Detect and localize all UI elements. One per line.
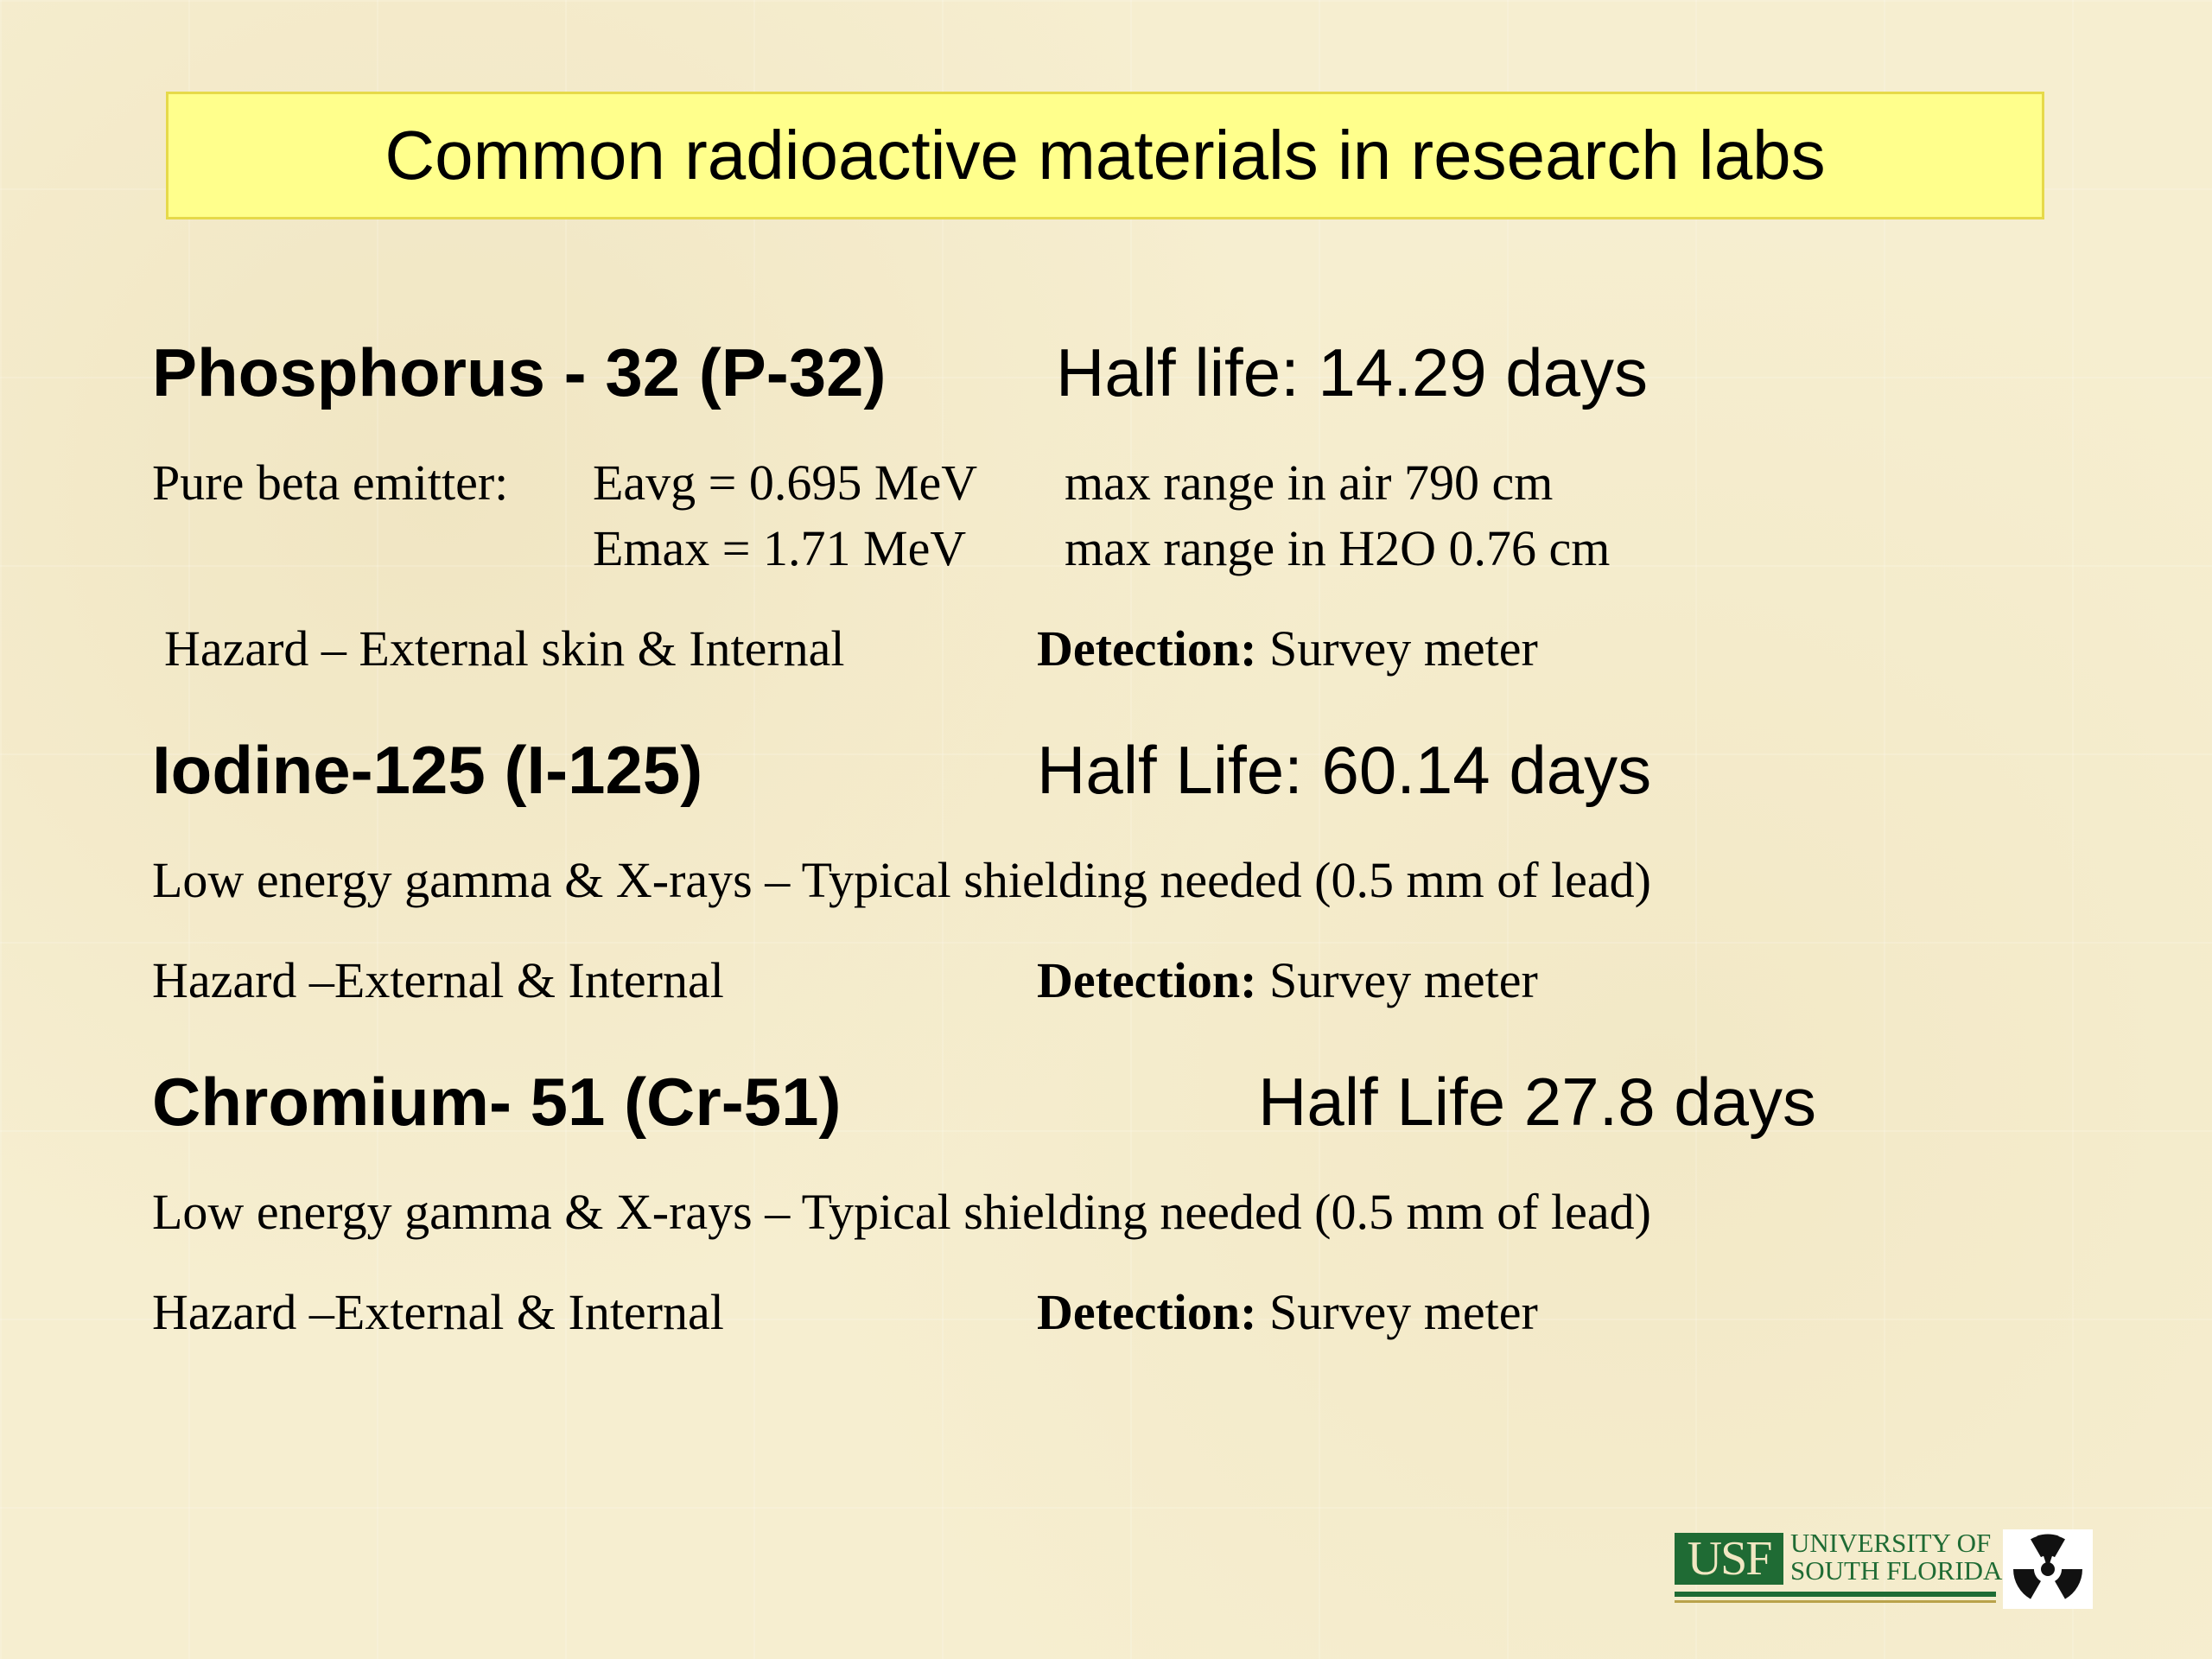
- i125-half-life: Half Life: 60.14 days: [1037, 732, 1652, 808]
- radiation-trefoil-icon: [2003, 1529, 2093, 1609]
- usf-rule: [1675, 1592, 1996, 1597]
- p32-name: Phosphorus - 32 (P-32): [152, 334, 887, 410]
- usf-abbr: USF: [1675, 1533, 1783, 1585]
- usf-logo: USF UNIVERSITY OF SOUTH FLORIDA.: [1675, 1529, 2093, 1609]
- cr51-hazard: Hazard –External & Internal: [152, 1284, 724, 1340]
- i125-detection: Detection: Survey meter: [1037, 956, 1538, 1006]
- p32-range-h2o: max range in H2O 0.76 cm: [1065, 520, 1611, 576]
- p32-emitter-label: Pure beta emitter:: [152, 454, 509, 511]
- p32-range-air: max range in air 790 cm: [1065, 454, 1554, 511]
- slide-title: Common radioactive materials in research…: [166, 92, 2044, 219]
- cr51-detection-value: Survey meter: [1256, 1284, 1538, 1340]
- p32-detection-value: Survey meter: [1256, 620, 1538, 677]
- p32-half-life: Half life: 14.29 days: [1056, 334, 1649, 410]
- i125-name: Iodine-125 (I-125): [152, 732, 703, 808]
- p32-emax: Emax = 1.71 MeV: [593, 520, 967, 576]
- i125-hazard: Hazard –External & Internal: [152, 952, 724, 1008]
- cr51-detection-label: Detection:: [1037, 1284, 1257, 1340]
- usf-name-line1: UNIVERSITY OF: [1790, 1528, 1992, 1558]
- p32-eavg: Eavg = 0.695 MeV: [593, 454, 978, 511]
- p32-detection-label: Detection:: [1037, 620, 1257, 677]
- i125-description: Low energy gamma & X-rays – Typical shie…: [152, 852, 1651, 908]
- i125-detection-label: Detection:: [1037, 952, 1257, 1008]
- cr51-detection: Detection: Survey meter: [1037, 1287, 1538, 1338]
- p32-detection: Detection: Survey meter: [1037, 624, 1538, 674]
- cr51-half-life: Half Life 27.8 days: [1258, 1064, 1817, 1140]
- usf-rule-gold: [1675, 1600, 1996, 1603]
- usf-name-line2: SOUTH FLORIDA.: [1790, 1555, 2010, 1586]
- i125-detection-value: Survey meter: [1256, 952, 1538, 1008]
- cr51-description: Low energy gamma & X-rays – Typical shie…: [152, 1184, 1651, 1240]
- cr51-name: Chromium- 51 (Cr-51): [152, 1064, 842, 1140]
- p32-hazard: Hazard – External skin & Internal: [164, 620, 845, 677]
